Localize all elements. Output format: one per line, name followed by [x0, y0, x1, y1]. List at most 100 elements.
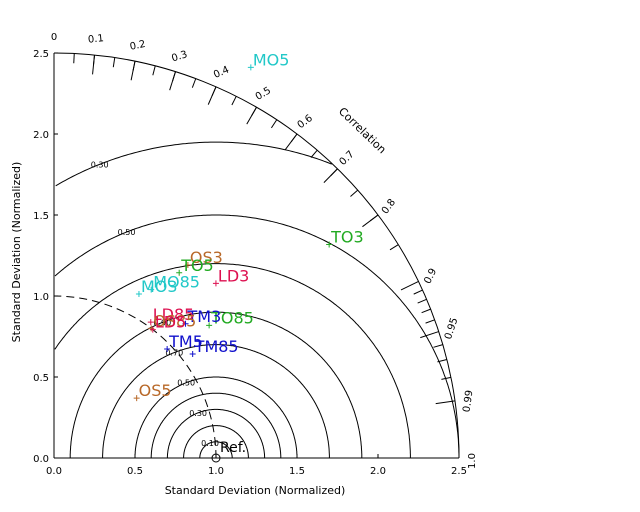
corr-minor-tick	[231, 96, 237, 106]
point-label-os3: OS3	[190, 248, 223, 267]
corr-minor-tick	[310, 149, 318, 158]
outer-arc	[53, 52, 460, 459]
rmsd-contour-label: 0.70	[165, 349, 183, 358]
point-marker-to5	[176, 269, 183, 276]
grid-layer: 0.10 0.30 0.50 0.70 0.90 0.50 0.30	[53, 141, 460, 459]
rmsd-contour	[55, 141, 332, 187]
corr-minor-tick	[417, 298, 427, 304]
corr-minor-tick	[413, 289, 423, 295]
point-marker-tm5	[164, 345, 171, 352]
rmsd-contour	[183, 425, 249, 458]
point-label-tm3: TM3	[187, 307, 222, 326]
x-tick-label: 2.5	[451, 466, 467, 477]
corr-tick-label: 0.5	[254, 85, 273, 102]
corr-tick-label: 0	[51, 32, 57, 43]
rmsd-contour-label: 0.50	[118, 228, 136, 237]
point-marker-mo5	[247, 64, 254, 71]
point-marker-ld5	[149, 326, 156, 333]
point-marker-os5	[133, 395, 140, 402]
corr-tick-label: 0.2	[129, 39, 147, 53]
point-marker-ld3	[212, 280, 219, 287]
corr-major-tick	[284, 133, 298, 150]
point-label-os5: OS5	[139, 381, 172, 400]
point-label-ld85: LD85	[153, 305, 195, 324]
y-tick-label: 2.0	[33, 130, 49, 141]
corr-major-tick	[362, 214, 379, 228]
x-axis-label: Standard Deviation (Normalized)	[165, 484, 346, 497]
corr-major-tick	[420, 331, 439, 339]
corr-major-tick	[435, 400, 456, 405]
corr-tick-label: 0.9	[422, 267, 439, 286]
x-tick-label: 1.5	[289, 466, 305, 477]
y-tick-label: 0.0	[33, 454, 49, 465]
rmsd-contour-label: 0.30	[91, 160, 109, 169]
y-tick-label: 0.5	[33, 373, 49, 384]
corr-minor-tick	[350, 189, 359, 197]
corr-tick-label: 0.1	[87, 33, 104, 46]
corr-tick-label: 0.99	[461, 389, 475, 413]
corr-major-tick	[400, 281, 419, 291]
y-tick-label: 1.5	[33, 211, 49, 222]
axes-layer: 0.0 0.5 1.0 1.5 2.0 2.50.00.51.01.52.02.50 0.1…	[33, 32, 478, 477]
corr-major-tick	[92, 54, 95, 75]
point-marker-tm85	[189, 350, 196, 357]
rmsd-contour	[199, 441, 233, 458]
corr-tick-label: 0.95	[443, 316, 460, 341]
corr-major-tick	[246, 107, 257, 125]
x-tick-label: 0.5	[127, 466, 143, 477]
rmsd-contour-label: 0.30	[189, 409, 207, 418]
rmsd-contour	[54, 214, 460, 458]
corr-minor-tick	[152, 65, 156, 76]
rmsd-contour	[150, 392, 282, 458]
point-label-ld3: LD3	[218, 266, 249, 285]
corr-tick-label: 1.0	[467, 453, 478, 469]
corr-minor-tick	[437, 359, 447, 363]
point-label-tm85: TM85	[194, 337, 239, 356]
point-label-to85: TO85	[210, 308, 254, 327]
corr-minor-tick	[421, 308, 431, 314]
corr-minor-tick	[425, 319, 435, 324]
corr-major-tick	[169, 71, 176, 91]
point-label-to3: TO3	[330, 227, 364, 246]
x-tick-label: 1.0	[208, 466, 224, 477]
corr-minor-tick	[389, 244, 399, 251]
point-marker-tm3	[182, 320, 189, 327]
corr-minor-tick	[270, 119, 278, 129]
point-label-mo5: MO5	[253, 50, 290, 69]
rmsd-contour-label: 0.90	[153, 318, 171, 327]
corr-major-tick	[130, 61, 136, 81]
rmsd-contour	[102, 344, 330, 458]
corr-tick-label: 0.4	[212, 64, 231, 80]
point-marker-mo85	[148, 286, 155, 293]
rmsd-contour-label: 0.10	[201, 439, 219, 448]
rmsd-contour	[134, 376, 298, 458]
point-label-mo3: MO3	[141, 277, 178, 296]
point-label-ld5: LD5	[155, 313, 186, 332]
x-tick-label: 0.0	[46, 466, 62, 477]
point-label-tm5: TM5	[168, 332, 203, 351]
corr-tick-label: 0.7	[338, 149, 357, 168]
corr-major-tick	[323, 168, 338, 184]
y-axis-label: Standard Deviation (Normalized)	[10, 162, 23, 343]
y-tick-label: 1.0	[33, 292, 49, 303]
point-marker-mo3	[135, 291, 142, 298]
corr-minor-tick	[433, 344, 443, 348]
point-marker-to85	[206, 322, 213, 329]
reference-label: Ref.	[220, 440, 246, 456]
x-tick-label: 2.0	[370, 466, 386, 477]
rmsd-contour	[54, 263, 411, 458]
corr-minor-tick	[191, 78, 197, 88]
rmsd-contour	[69, 311, 363, 458]
reference-marker	[211, 453, 221, 463]
corr-tick-label: 0.3	[170, 49, 188, 64]
y-tick-label: 2.5	[33, 49, 49, 60]
point-marker-ld85	[147, 319, 154, 326]
point-label-to5: TO5	[180, 256, 214, 275]
corr-minor-tick	[112, 57, 116, 68]
point-marker-to3	[326, 241, 333, 248]
corr-tick-label: 0.6	[296, 113, 315, 131]
rmsd-contour-label: 0.50	[177, 379, 195, 388]
correlation-label: Correlation	[336, 105, 389, 157]
